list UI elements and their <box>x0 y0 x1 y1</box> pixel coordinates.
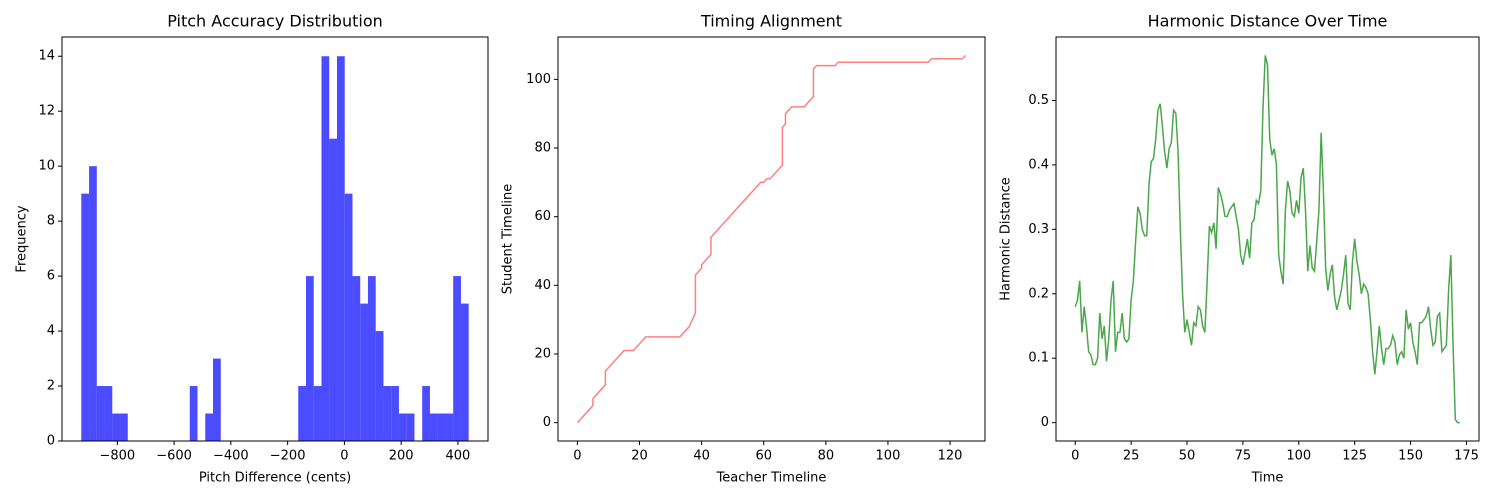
axes-frame <box>1055 36 1480 442</box>
chart-title: Pitch Accuracy Distribution <box>167 12 383 31</box>
y-axis-label: Frequency <box>15 205 30 272</box>
bar <box>360 303 368 441</box>
x-tick-label: −200 <box>270 449 306 464</box>
y-tick-label: 80 <box>534 141 551 156</box>
bar <box>344 193 353 441</box>
subplot: Pitch Accuracy Distribution Pitch Differe… <box>15 12 489 486</box>
y-tick-label: 0.3 <box>1028 222 1049 237</box>
x-tick-label: 175 <box>1454 449 1479 464</box>
bar <box>336 56 345 441</box>
axes-frame <box>61 36 489 442</box>
subplot: Timing Alignment Teacher Timeline Student … <box>501 12 986 486</box>
bar <box>213 358 221 441</box>
bar <box>429 413 438 441</box>
y-tick-label: 14 <box>38 49 55 64</box>
bar <box>298 386 306 441</box>
x-tick-label: 20 <box>631 449 648 464</box>
bar <box>89 166 97 441</box>
y-tick-label: 0.1 <box>1028 351 1049 366</box>
bar <box>375 331 384 441</box>
y-tick-label: 60 <box>534 209 551 224</box>
bar <box>305 276 314 441</box>
y-tick-label: 2 <box>47 379 55 394</box>
bar <box>383 386 392 441</box>
bar <box>96 386 105 441</box>
bar <box>437 413 446 441</box>
x-axis-label: Pitch Difference (cents) <box>199 471 351 486</box>
bar <box>205 413 214 441</box>
y-tick-label: 100 <box>526 72 551 87</box>
x-tick-label: 400 <box>446 449 471 464</box>
x-tick-label: 60 <box>755 449 772 464</box>
y-tick-label: 0 <box>1041 415 1049 430</box>
line <box>1074 55 1460 424</box>
y-tick-label: 40 <box>534 278 551 293</box>
y-tick-label: 0 <box>543 415 551 430</box>
x-tick-label: −800 <box>99 449 135 464</box>
x-axis-label: Time <box>1251 471 1284 486</box>
y-axis-label: Harmonic Distance <box>999 177 1014 300</box>
bar <box>329 138 337 441</box>
x-tick-label: 75 <box>1235 449 1252 464</box>
x-tick-label: 50 <box>1179 449 1196 464</box>
bar <box>367 276 376 441</box>
bar <box>406 413 415 441</box>
y-tick-label: 4 <box>47 324 55 339</box>
bar <box>189 386 198 441</box>
bar <box>112 413 121 441</box>
line <box>576 54 967 424</box>
bar <box>321 56 330 441</box>
x-tick-label: 0 <box>340 449 348 464</box>
bar <box>391 386 399 441</box>
bar <box>453 276 461 441</box>
x-tick-label: 0 <box>573 449 581 464</box>
bar <box>352 276 361 441</box>
bar <box>120 413 128 441</box>
bar <box>313 386 322 441</box>
x-tick-label: 0 <box>1071 449 1079 464</box>
axes-frame <box>557 36 986 442</box>
x-tick-label: −600 <box>156 449 192 464</box>
x-axis-label: Teacher Timeline <box>716 471 827 486</box>
chart-title: Harmonic Distance Over Time <box>1148 12 1388 31</box>
bar <box>445 413 454 441</box>
x-tick-label: 125 <box>1342 449 1367 464</box>
y-tick-label: 0.2 <box>1028 286 1049 301</box>
subplot: Harmonic Distance Over Time Time Harmonic … <box>999 12 1480 486</box>
x-tick-label: 100 <box>876 449 901 464</box>
y-tick-label: 6 <box>47 269 55 284</box>
chart-title: Timing Alignment <box>700 12 842 31</box>
x-tick-label: 100 <box>1286 449 1311 464</box>
x-tick-label: 40 <box>693 449 710 464</box>
bar <box>398 413 407 441</box>
x-tick-label: 25 <box>1123 449 1140 464</box>
x-tick-label: 80 <box>818 449 835 464</box>
x-tick-label: 150 <box>1398 449 1423 464</box>
x-tick-label: 120 <box>938 449 963 464</box>
y-tick-label: 0 <box>47 434 55 449</box>
x-tick-label: −400 <box>213 449 249 464</box>
bar <box>422 386 430 441</box>
bar <box>460 303 469 441</box>
y-tick-label: 8 <box>47 214 55 229</box>
x-tick-label: 200 <box>389 449 414 464</box>
bar <box>81 193 90 441</box>
y-tick-label: 10 <box>38 159 55 174</box>
y-tick-label: 20 <box>534 346 551 361</box>
y-tick-label: 0.5 <box>1028 93 1049 108</box>
y-tick-label: 0.4 <box>1028 157 1049 172</box>
bar <box>104 386 113 441</box>
y-tick-label: 12 <box>38 104 55 119</box>
y-axis-label: Student Timeline <box>501 184 516 295</box>
